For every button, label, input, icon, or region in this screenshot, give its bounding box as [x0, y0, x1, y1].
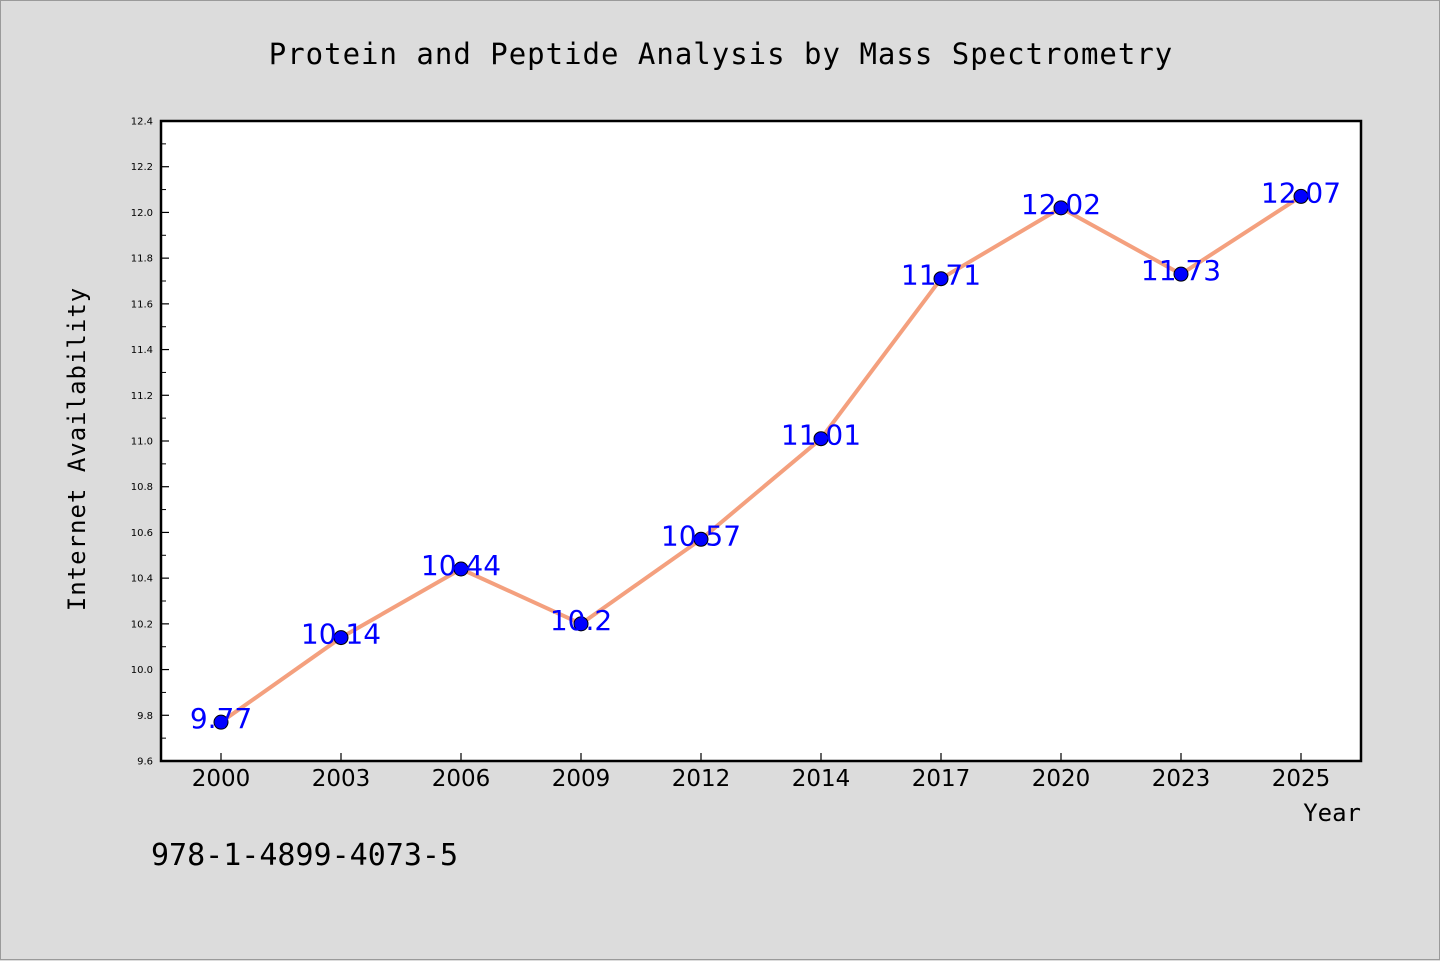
- x-tick-label: 2009: [552, 766, 611, 792]
- x-tick-label: 2020: [1032, 766, 1091, 792]
- data-label: 11.73: [1141, 254, 1221, 287]
- plot-area: [159, 119, 1363, 763]
- y-tick-label: 9.6: [137, 757, 153, 768]
- y-tick-label: 10.8: [131, 482, 153, 493]
- data-label: 9.77: [190, 702, 252, 735]
- series-line: [219, 194, 1303, 724]
- data-point-marker: [573, 616, 589, 632]
- data-point-marker: [213, 714, 229, 730]
- data-point-marker: [933, 271, 949, 287]
- data-point-marker: [453, 561, 469, 577]
- data-label: 10.57: [661, 519, 741, 552]
- y-tick-label: 10.6: [131, 528, 153, 539]
- y-tick-label: 12.2: [131, 162, 153, 173]
- data-label: 10.2: [550, 604, 612, 637]
- y-axis: 9.6 9.8 10.0 10.2 10.4 10.6 10.8 11.0 11.2 11.4 11…: [131, 117, 169, 768]
- y-tick-label: 11.2: [131, 391, 153, 402]
- data-label: 12.02: [1021, 188, 1101, 221]
- data-markers: [213, 188, 1309, 730]
- y-tick-label: 11.8: [131, 254, 153, 265]
- y-tick-label: 10.0: [131, 665, 153, 676]
- y-tick-label: 9.8: [137, 711, 153, 722]
- x-tick-label: 2000: [192, 766, 251, 792]
- x-tick-label: 2025: [1272, 766, 1331, 792]
- series-line-group: [219, 194, 1303, 724]
- x-tick-label: 2023: [1152, 766, 1211, 792]
- data-point-marker: [813, 431, 829, 447]
- y-axis-label: Internet Availability: [63, 287, 91, 611]
- x-tick-label: 2003: [312, 766, 371, 792]
- data-label: 11.71: [901, 259, 981, 292]
- y-tick-label: 11.0: [131, 437, 153, 448]
- data-point-marker: [693, 531, 709, 547]
- y-tick-label: 11.6: [131, 299, 153, 310]
- data-label: 10.14: [301, 618, 381, 651]
- y-tick-label: 11.4: [131, 345, 153, 356]
- footer-text: 978-1-4899-4073-5: [151, 838, 458, 873]
- x-axis: 2000 2003 2006 2009 2012 2014 2017 2020 2023 2025: [192, 753, 1331, 792]
- y-tick-label: 10.4: [131, 574, 153, 585]
- data-labels: 9.77 10.14 10.44 10.2 10.57 11.01 11.71 12.02 11…: [190, 176, 1341, 735]
- y-tick-label: 12.0: [131, 208, 153, 219]
- data-point-marker: [1173, 266, 1189, 282]
- y-tick-label: 12.4: [131, 117, 153, 128]
- x-tick-label: 2006: [432, 766, 491, 792]
- data-label: 11.01: [781, 419, 861, 452]
- x-axis-label: Year: [1303, 799, 1361, 827]
- chart-title: Protein and Peptide Analysis by Mass Spe…: [269, 37, 1174, 71]
- data-point-marker: [1053, 200, 1069, 216]
- data-label: 12.07: [1261, 176, 1341, 209]
- x-tick-label: 2012: [672, 766, 731, 792]
- data-point-marker: [333, 630, 349, 646]
- y-tick-label: 10.2: [131, 619, 153, 630]
- x-tick-label: 2017: [912, 766, 971, 792]
- data-label: 10.44: [421, 549, 501, 582]
- x-tick-label: 2014: [792, 766, 851, 792]
- data-point-marker: [1293, 188, 1309, 204]
